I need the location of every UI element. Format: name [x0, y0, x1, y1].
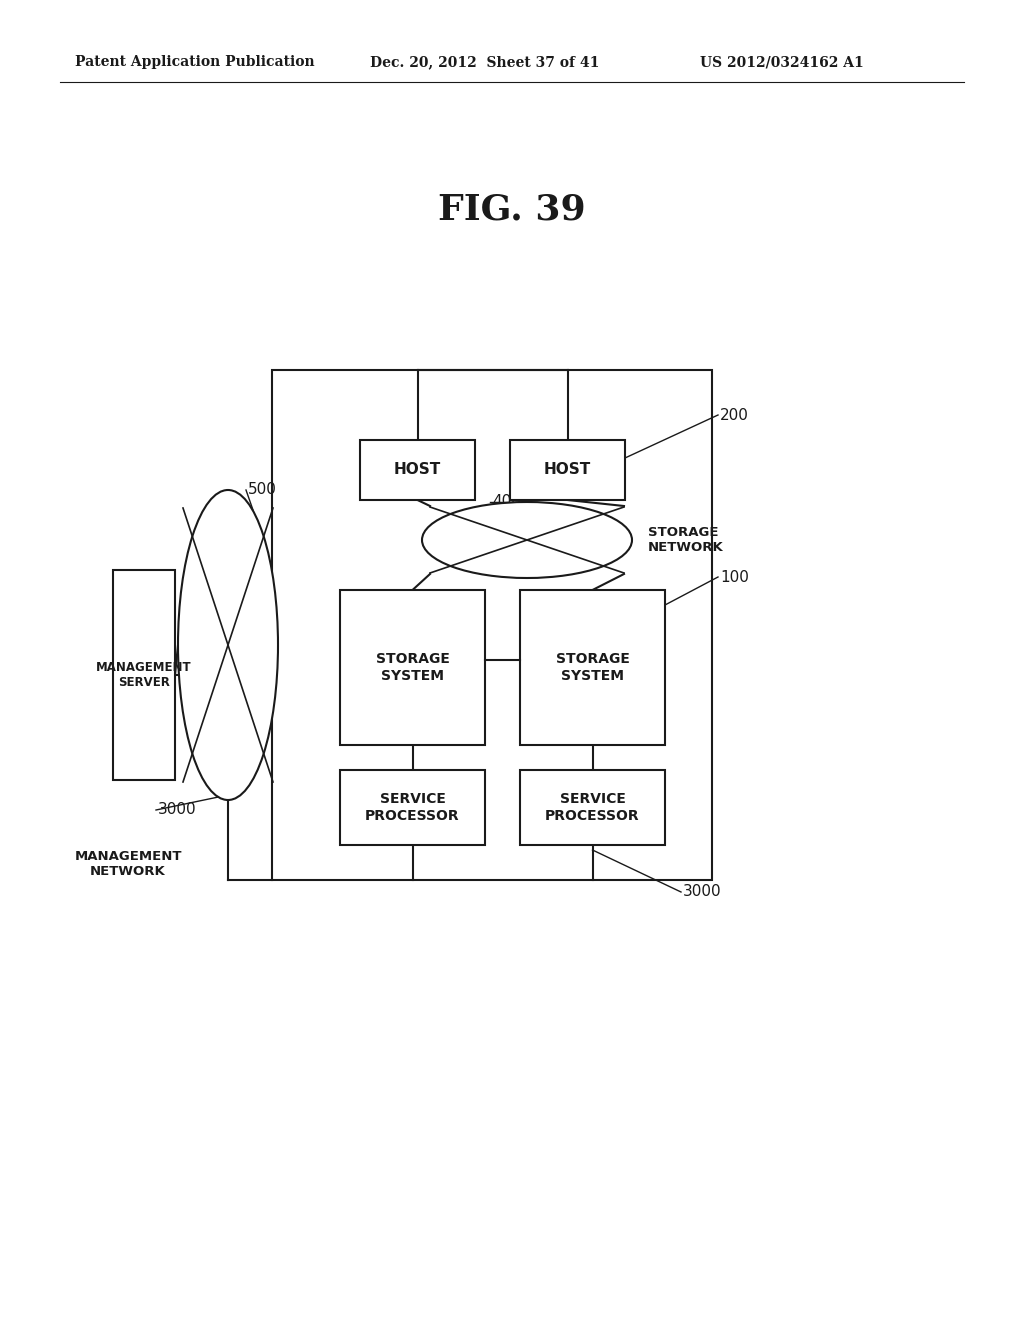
Text: STORAGE
SYSTEM: STORAGE SYSTEM [376, 652, 450, 682]
Bar [113, 570, 175, 780]
Bar [510, 440, 625, 500]
Text: 3000: 3000 [683, 884, 722, 899]
Text: US 2012/0324162 A1: US 2012/0324162 A1 [700, 55, 864, 69]
Bar [340, 770, 485, 845]
Ellipse shape [422, 502, 632, 578]
Text: 3000: 3000 [158, 803, 197, 817]
Text: Patent Application Publication: Patent Application Publication [75, 55, 314, 69]
Bar [340, 590, 485, 744]
Text: HOST: HOST [394, 462, 441, 478]
Text: 100: 100 [720, 569, 749, 585]
Text: MANAGEMENT
SERVER: MANAGEMENT SERVER [96, 661, 191, 689]
Bar [272, 370, 712, 880]
Text: 200: 200 [720, 408, 749, 422]
Text: Dec. 20, 2012  Sheet 37 of 41: Dec. 20, 2012 Sheet 37 of 41 [370, 55, 599, 69]
Bar [520, 770, 665, 845]
Text: FIG. 39: FIG. 39 [438, 193, 586, 227]
Text: MANAGEMENT
NETWORK: MANAGEMENT NETWORK [75, 850, 181, 878]
Text: STORAGE
NETWORK: STORAGE NETWORK [648, 525, 724, 554]
Text: 400: 400 [492, 495, 521, 510]
Text: 500: 500 [248, 483, 276, 498]
Ellipse shape [178, 490, 278, 800]
Text: SERVICE
PROCESSOR: SERVICE PROCESSOR [545, 792, 640, 822]
Bar [520, 590, 665, 744]
Bar [360, 440, 475, 500]
Text: STORAGE
SYSTEM: STORAGE SYSTEM [556, 652, 630, 682]
Text: HOST: HOST [544, 462, 591, 478]
Text: SERVICE
PROCESSOR: SERVICE PROCESSOR [366, 792, 460, 822]
